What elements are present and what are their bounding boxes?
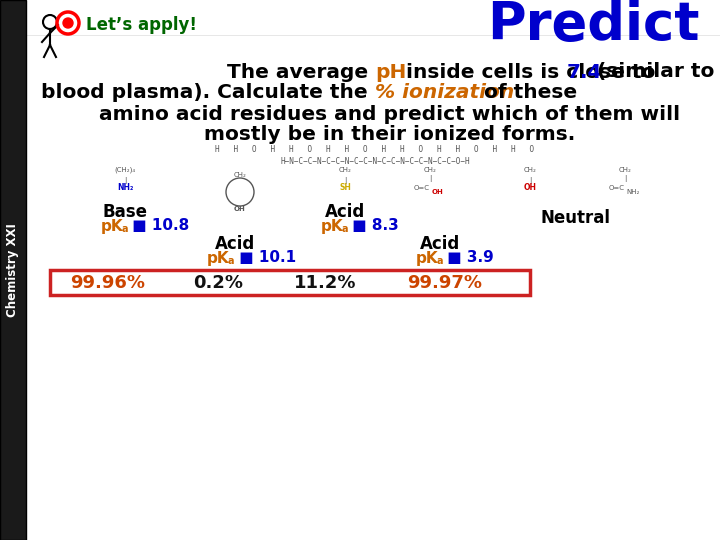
Text: ■ 8.3: ■ 8.3 [347,219,399,233]
Text: pK: pK [101,219,124,233]
Text: a: a [122,224,128,234]
Text: (similar to: (similar to [590,63,714,82]
Text: Predict: Predict [487,0,700,51]
Text: NH₂: NH₂ [117,184,133,192]
Text: SH: SH [339,184,351,192]
Text: mostly be in their ionized forms.: mostly be in their ionized forms. [204,125,575,145]
Text: of these: of these [477,84,577,103]
Text: The average: The average [227,63,375,82]
Text: 11.2%: 11.2% [294,274,356,292]
Text: % ionization: % ionization [375,84,514,103]
Text: |: | [124,177,126,184]
Text: O=C: O=C [414,185,430,191]
Text: OH: OH [234,206,246,212]
Text: CH₂: CH₂ [618,167,631,173]
Text: a: a [228,256,235,266]
Text: CH₂: CH₂ [233,172,246,178]
Text: |: | [528,177,531,184]
Text: |: | [344,177,346,184]
Text: (CH₂)₄: (CH₂)₄ [114,167,135,173]
Text: CH₂: CH₂ [423,167,436,173]
Text: NH₂: NH₂ [626,189,639,195]
Text: Acid: Acid [215,235,255,253]
Text: pH: pH [375,63,406,82]
Text: 0.2%: 0.2% [193,274,243,292]
Text: pK: pK [416,251,438,266]
Text: ■ 10.1: ■ 10.1 [234,251,296,266]
Text: pK: pK [207,251,230,266]
Text: inside cells is close to: inside cells is close to [399,63,662,82]
Text: |: | [429,174,431,181]
Text: CH₂: CH₂ [338,167,351,173]
Text: |: | [624,174,626,181]
Text: Base: Base [102,203,148,221]
Text: Acid: Acid [325,203,365,221]
Text: ■ 3.9: ■ 3.9 [442,251,494,266]
Text: amino acid residues and predict which of them will: amino acid residues and predict which of… [99,105,680,124]
Text: 99.97%: 99.97% [408,274,482,292]
Text: Acid: Acid [420,235,460,253]
Text: OH: OH [523,184,536,192]
Text: Neutral: Neutral [540,209,610,227]
Text: blood plasma). Calculate the: blood plasma). Calculate the [41,84,375,103]
Text: a: a [437,256,444,266]
Text: H   H   O   H   H   O   H   H   O   H   H   O   H   H   O   H   H   O: H H O H H O H H O H H O H H O H H O [215,145,534,154]
Text: ■ 10.8: ■ 10.8 [127,219,189,233]
FancyBboxPatch shape [0,0,26,540]
Text: 7.4: 7.4 [567,63,603,82]
Text: 99.96%: 99.96% [71,274,145,292]
Text: Chemistry XXI: Chemistry XXI [6,223,19,317]
Text: pK: pK [321,219,343,233]
Text: O=C: O=C [609,185,625,191]
FancyBboxPatch shape [50,270,530,295]
Text: OH: OH [432,189,444,195]
Text: Let’s apply!: Let’s apply! [86,16,197,34]
Text: a: a [342,224,348,234]
Circle shape [63,18,73,28]
Text: H−N−C−C−N−C−C−N−C−C−N−C−C−N−C−C−N−C−C−O−H: H−N−C−C−N−C−C−N−C−C−N−C−C−N−C−C−N−C−C−O−… [280,158,470,166]
Text: CH₂: CH₂ [523,167,536,173]
